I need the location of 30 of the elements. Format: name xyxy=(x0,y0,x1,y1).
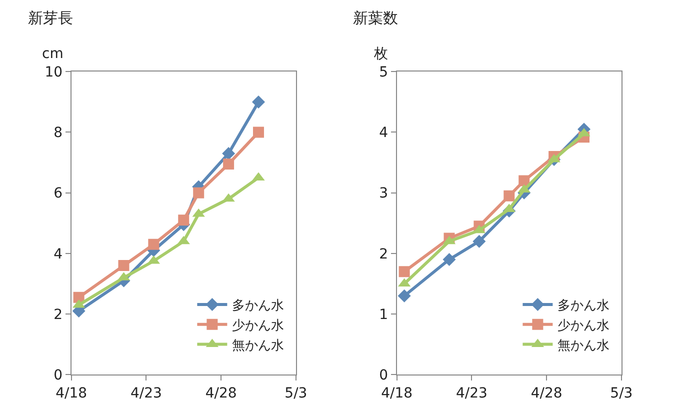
x-tick-label: 5/3 xyxy=(284,385,308,402)
y-axis-title: 枚 xyxy=(373,46,388,62)
x-tick-label: 4/28 xyxy=(530,385,562,402)
y-tick-label: 5 xyxy=(379,64,388,81)
x-tick-label: 5/3 xyxy=(610,385,633,402)
y-tick-label: 6 xyxy=(54,186,63,202)
legend-label: 少かん水 xyxy=(558,318,610,334)
y-tick-label: 8 xyxy=(54,125,63,142)
legend-label: 多かん水 xyxy=(232,298,284,314)
y-tick-label: 3 xyxy=(379,186,388,202)
legend-label: 無かん水 xyxy=(558,338,610,354)
y-tick-label: 0 xyxy=(54,368,63,384)
y-tick-label: 4 xyxy=(379,125,388,142)
y-tick-label: 2 xyxy=(54,306,63,323)
y-axis-title: cm xyxy=(42,46,64,62)
x-tick-label: 4/18 xyxy=(381,385,413,402)
legend-label: 多かん水 xyxy=(558,298,610,314)
x-tick-label: 4/18 xyxy=(56,385,88,402)
chart-title: 新芽長 xyxy=(28,9,73,27)
legend-label: 無かん水 xyxy=(232,338,284,354)
y-tick-label: 10 xyxy=(44,64,63,81)
x-tick-label: 4/23 xyxy=(456,385,488,402)
x-tick-label: 4/23 xyxy=(130,385,162,402)
legend-label: 少かん水 xyxy=(232,318,284,334)
chart-title: 新葉数 xyxy=(353,9,398,27)
y-tick-label: 1 xyxy=(379,306,388,323)
x-tick-label: 4/28 xyxy=(205,385,237,402)
y-tick-label: 0 xyxy=(379,368,388,384)
y-tick-label: 2 xyxy=(379,246,388,262)
y-tick-label: 4 xyxy=(54,246,63,262)
